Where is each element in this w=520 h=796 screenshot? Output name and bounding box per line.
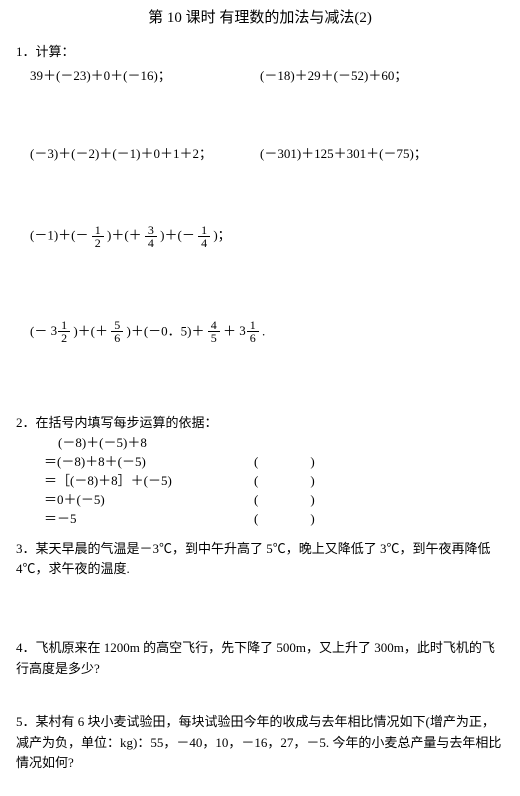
mixed-number: 316 (239, 319, 259, 344)
p2-s1: ＝(－8)＋8＋(－5) (44, 453, 254, 471)
p1-row-b: (－3)＋(－2)＋(－1)＋0＋1＋2； (－301)＋125＋301＋(－7… (30, 145, 504, 163)
p2-s0: (－8)＋(－5)＋8 (44, 434, 268, 452)
fraction: 34 (145, 224, 157, 249)
p1-row-a: 39＋(－23)＋0＋(－16)； (－18)＋29＋(－52)＋60； (30, 67, 504, 85)
blank-paren: ( ) (254, 510, 315, 528)
problem-2: 2．在括号内填写每步运算的依据： (－8)＋(－5)＋8 ＝(－8)＋8＋(－5… (16, 414, 504, 528)
problem-4: 4．飞机原来在 1200m 的高空飞行，先下降了 500m，又上升了 300m，… (16, 638, 504, 680)
blank-paren: ( ) (254, 453, 315, 471)
txt: )＋(－ (160, 227, 198, 242)
p2-s4: ＝－5 (44, 510, 254, 528)
p1-row-c: (－1)＋(－ 12 )＋(＋ 34 )＋(－ 14 )； (30, 224, 504, 249)
spacer (16, 590, 504, 630)
blank-paren: ( ) (254, 472, 315, 490)
txt: ＋ (223, 323, 236, 338)
fraction: 56 (111, 319, 123, 344)
p1b-left: (－3)＋(－2)＋(－1)＋0＋1＋2； (30, 145, 260, 163)
blank-paren: ( ) (254, 491, 315, 509)
txt: (－ (30, 323, 47, 338)
p1d-expr: (－ 312 )＋(＋ 56 )＋(－0．5)＋ 45 ＋ 316 . (30, 319, 265, 345)
fraction: 12 (92, 224, 104, 249)
problem-1-label: 1．计算： (16, 43, 504, 61)
p1a-left: 39＋(－23)＋0＋(－16)； (30, 67, 260, 85)
p1a-right: (－18)＋29＋(－52)＋60； (260, 67, 407, 85)
worksheet-page: 第 10 课时 有理数的加法与减法(2) 1．计算： 39＋(－23)＋0＋(－… (0, 0, 520, 792)
fraction: 14 (198, 224, 210, 249)
txt: . (262, 323, 265, 338)
txt: )＋(＋ (73, 323, 111, 338)
p2-steps: (－8)＋(－5)＋8 ＝(－8)＋8＋(－5) ( ) ＝［(－8)＋8］＋(… (44, 434, 504, 529)
p2-s2: ＝［(－8)＋8］＋(－5) (44, 472, 254, 490)
p2-s3: ＝0＋(－5) (44, 491, 254, 509)
txt: )； (213, 227, 230, 242)
spacer (16, 690, 504, 704)
problem-3: 3．某天早晨的气温是－3℃，到中午升高了 5℃，晚上又降低了 3℃，到午夜再降低… (16, 539, 504, 581)
problem-5: 5．某村有 6 块小麦试验田，每块试验田今年的收成与去年相比情况如下(增产为正，… (16, 712, 504, 774)
txt: )＋(－0．5)＋ (127, 323, 208, 338)
mixed-number: 312 (51, 319, 71, 344)
problem-1: 1．计算： 39＋(－23)＋0＋(－16)； (－18)＋29＋(－52)＋6… (16, 43, 504, 344)
problem-2-label: 2．在括号内填写每步运算的依据： (16, 414, 504, 432)
p1-row-d: (－ 312 )＋(＋ 56 )＋(－0．5)＋ 45 ＋ 316 . (30, 319, 504, 345)
page-title: 第 10 课时 有理数的加法与减法(2) (16, 8, 504, 29)
txt: (－1)＋(－ (30, 227, 92, 242)
txt: )＋(＋ (107, 227, 145, 242)
p1c-expr: (－1)＋(－ 12 )＋(＋ 34 )＋(－ 14 )； (30, 224, 231, 249)
fraction: 45 (208, 319, 220, 344)
p1b-right: (－301)＋125＋301＋(－75)； (260, 145, 427, 163)
